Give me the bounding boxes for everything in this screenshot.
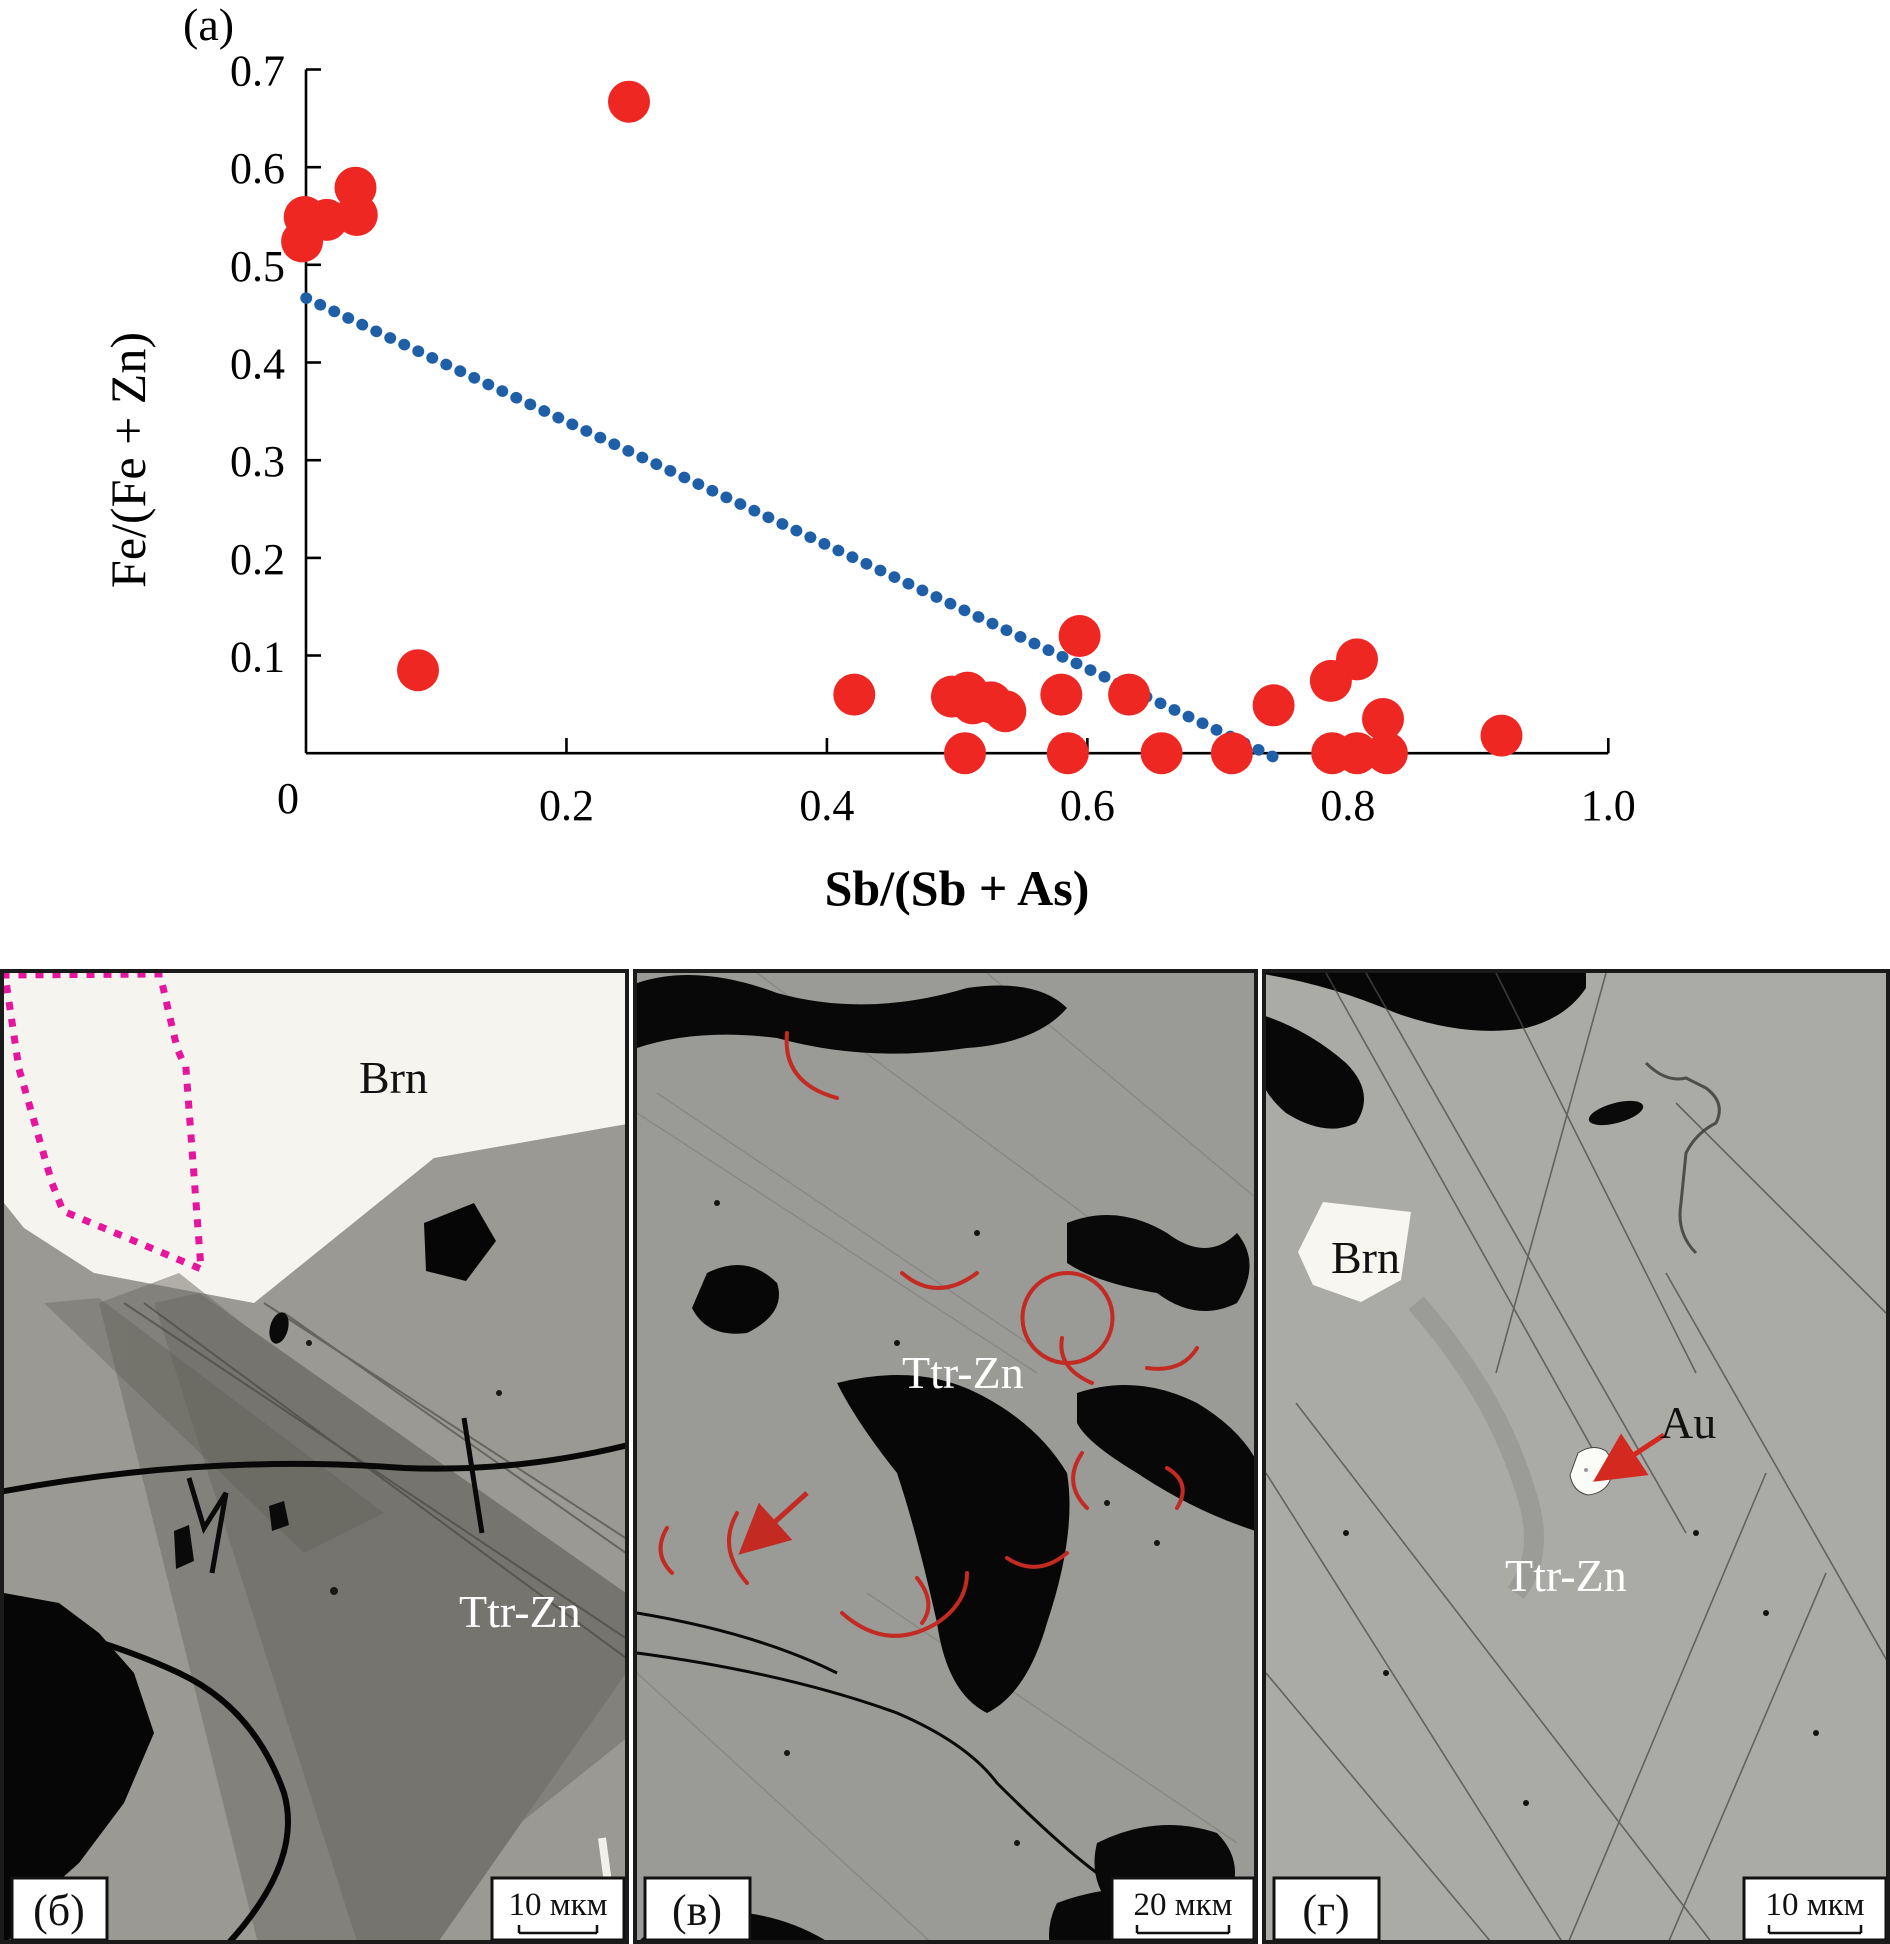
svg-text:Sb/(Sb + As): Sb/(Sb + As) (825, 860, 1090, 916)
svg-text:Ttr-Zn: Ttr-Zn (459, 1586, 581, 1637)
svg-text:(в): (в) (672, 1886, 722, 1935)
svg-text:0.1: 0.1 (230, 633, 285, 682)
svg-text:0.4: 0.4 (799, 781, 854, 830)
svg-text:Ttr-Zn: Ttr-Zn (1505, 1550, 1627, 1601)
svg-text:Fe/(Fe + Zn): Fe/(Fe + Zn) (100, 332, 156, 588)
svg-text:Au: Au (1660, 1397, 1716, 1448)
svg-text:0.6: 0.6 (1060, 781, 1115, 830)
svg-text:0.6: 0.6 (230, 144, 285, 193)
svg-text:0.3: 0.3 (230, 437, 285, 486)
svg-text:0.4: 0.4 (230, 340, 285, 389)
svg-text:20 мкм: 20 мкм (1133, 1887, 1232, 1923)
svg-text:0.7: 0.7 (230, 47, 285, 96)
svg-text:10 мкм: 10 мкм (508, 1887, 607, 1923)
svg-text:Ttr-Zn: Ttr-Zn (902, 1347, 1024, 1398)
svg-text:0.5: 0.5 (230, 242, 285, 291)
svg-text:Brn: Brn (359, 1052, 428, 1103)
svg-text:(б): (б) (33, 1886, 85, 1935)
svg-text:Brn: Brn (1331, 1232, 1400, 1283)
svg-text:1.0: 1.0 (1581, 781, 1636, 830)
svg-text:0.8: 0.8 (1320, 781, 1375, 830)
svg-text:0.2: 0.2 (539, 781, 594, 830)
svg-text:0: 0 (277, 774, 299, 823)
svg-text:(г): (г) (1302, 1886, 1349, 1935)
svg-text:(a): (a) (183, 0, 234, 50)
svg-text:0.2: 0.2 (230, 535, 285, 584)
svg-text:10 мкм: 10 мкм (1765, 1887, 1864, 1923)
